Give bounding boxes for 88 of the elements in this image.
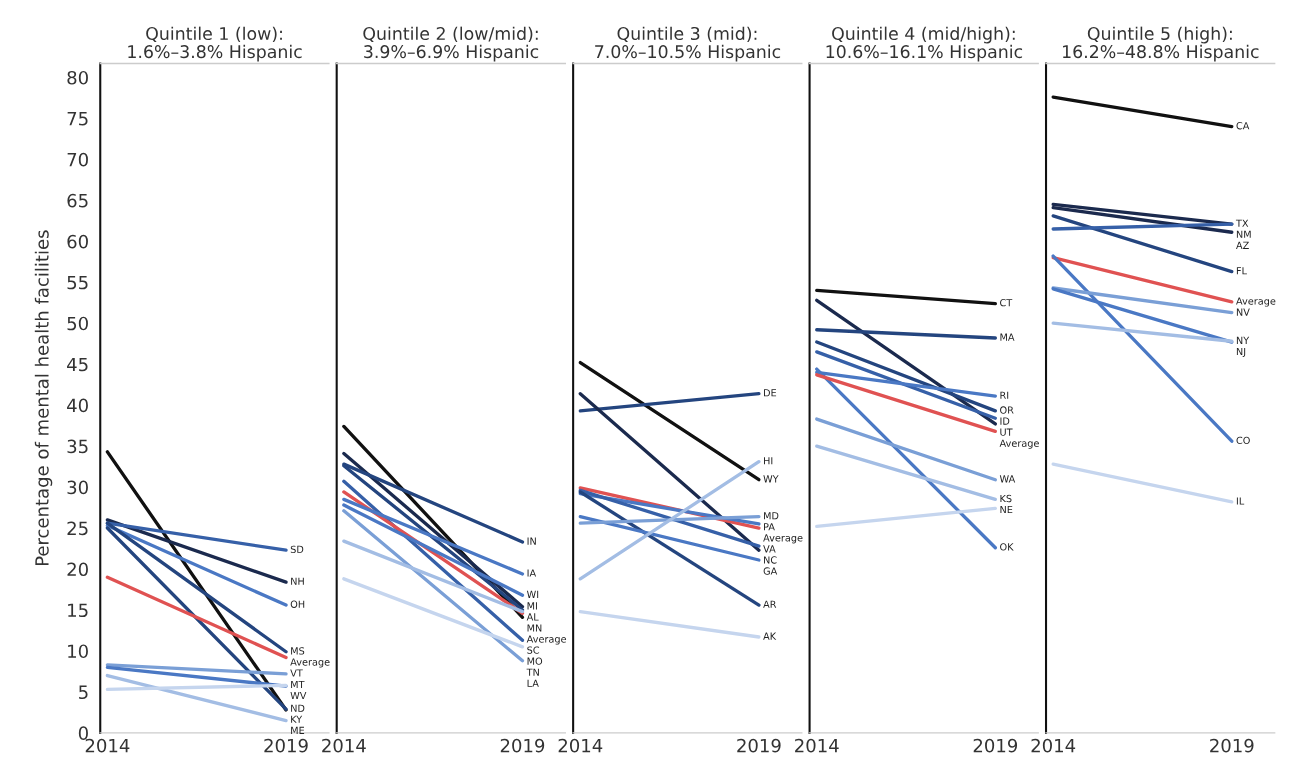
series-label: MO — [527, 657, 543, 665]
series-label: VT — [290, 669, 303, 677]
series-label: CO — [1236, 436, 1250, 445]
series-label: TX — [1235, 219, 1249, 227]
series-label: NY — [1236, 336, 1250, 344]
x-tick-label: 2014 — [322, 738, 366, 753]
series-label: DE — [764, 389, 777, 397]
series-label: Average — [1236, 297, 1276, 307]
series-label: ND — [291, 704, 305, 712]
series-label: Average — [999, 439, 1039, 449]
series-label: NE — [1000, 506, 1013, 514]
y-tick-label: 25 — [67, 521, 88, 536]
y-tick-label: 45 — [67, 357, 88, 372]
y-tick-label: 80 — [67, 70, 88, 85]
series-label: KY — [291, 715, 303, 723]
y-axis-title: Percentage of mental health facilities — [34, 230, 53, 566]
series-label: WY — [763, 475, 779, 483]
series-label: MA — [1000, 333, 1015, 341]
y-tick-label: 20 — [67, 562, 88, 577]
text: Average — [526, 635, 567, 645]
y-tick-label: 60 — [67, 234, 88, 249]
x-tick-label: 2019 — [1210, 738, 1254, 753]
text: SC — [527, 646, 540, 654]
series-label: MT — [291, 680, 305, 689]
series-label: WV — [290, 692, 307, 700]
x-tick-label: 2019 — [973, 738, 1018, 753]
chart-title: Quintile 4 (mid/high): 10.6%–16.1% Hispanic — [826, 26, 1023, 62]
x-tick-label: 2019 — [264, 738, 308, 753]
series-label: OH — [290, 600, 305, 608]
chart-title: Quintile 1 (low): 1.6%–3.8% Hispanic — [128, 26, 302, 62]
series-label: VA — [763, 545, 776, 553]
series-label: HI — [764, 457, 773, 465]
series-label: PA — [764, 523, 775, 531]
x-tick-label: 2019 — [500, 738, 545, 753]
series-label: CT — [1000, 299, 1013, 307]
series-label: AZ — [1236, 241, 1249, 249]
y-tick-label: 30 — [67, 480, 88, 495]
series-label: GA — [763, 567, 778, 575]
text: LA — [527, 679, 539, 687]
series-label: AL — [526, 613, 539, 621]
y-tick-label: 5 — [79, 685, 88, 700]
y-tick-label: 70 — [67, 152, 88, 167]
x-tick-label: 2014 — [1031, 738, 1076, 753]
series-label: UT — [1000, 428, 1013, 436]
y-tick-label: 15 — [68, 603, 88, 618]
series-label: NC — [764, 556, 777, 564]
series-label: FL — [1236, 267, 1247, 275]
y-tick-label: 65 — [67, 193, 88, 208]
series-label: NV — [1236, 308, 1250, 316]
series-label: NM — [1236, 230, 1251, 238]
series-label: IL — [1236, 497, 1245, 505]
series-label: MD — [764, 512, 779, 520]
series-label: MI — [527, 602, 537, 610]
y-tick-label: 0 — [78, 726, 88, 740]
chart-title: Quintile 2 (low/mid): 3.9%–6.9% Hispanic — [363, 26, 539, 62]
series-label: KS — [1000, 494, 1012, 503]
series-label: Average — [290, 658, 330, 668]
series-label: MN — [527, 624, 542, 632]
y-tick-label: 40 — [67, 398, 88, 413]
series-label: CA — [1236, 122, 1250, 130]
series-label: Average — [763, 534, 803, 544]
series-label: ID — [1000, 417, 1010, 425]
x-tick-label: 2019 — [737, 738, 781, 753]
series-label: WI — [526, 590, 539, 598]
series-label: OR — [1000, 406, 1014, 414]
series-label: OK — [1000, 543, 1014, 551]
text: TN — [526, 668, 539, 676]
y-tick-label: 10 — [68, 644, 88, 659]
series-label: RI — [1000, 391, 1009, 399]
y-tick-label: 75 — [67, 112, 88, 126]
x-tick-label: 2014 — [85, 738, 130, 753]
chart-title: Quintile 5 (high): 16.2%–48.8% Hispanic — [1063, 26, 1259, 62]
series-label: AR — [763, 600, 777, 608]
chart-title: Quintile 3 (mid): 7.0%–10.5% Hispanic — [595, 26, 781, 62]
y-tick-label: 55 — [67, 275, 88, 290]
x-tick-label: 2014 — [795, 738, 839, 753]
x-tick-label: 2014 — [558, 738, 603, 753]
series-label: ME — [291, 726, 305, 734]
series-label: AK — [763, 632, 777, 640]
series-label: NJ — [1236, 347, 1246, 357]
y-tick-label: 50 — [67, 316, 88, 331]
y-tick-label: 35 — [67, 439, 88, 454]
series-label: IN — [527, 537, 536, 545]
series-label: SD — [290, 545, 304, 553]
series-label: NH — [291, 577, 304, 585]
series-label: IA — [527, 569, 537, 577]
series-label: MS — [291, 647, 305, 655]
series-label: WA — [999, 475, 1016, 483]
